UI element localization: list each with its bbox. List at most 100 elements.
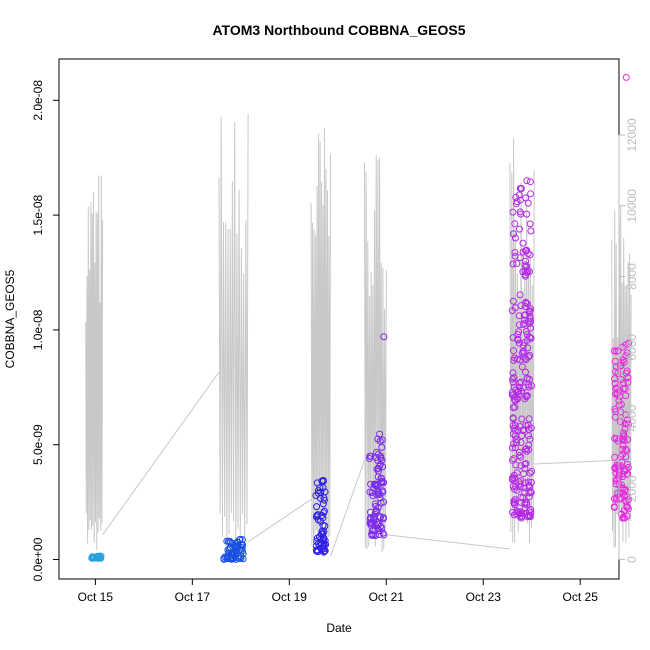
data-point — [374, 473, 382, 481]
data-point — [237, 554, 245, 562]
data-point — [622, 392, 630, 400]
data-point — [526, 308, 534, 316]
altitude-link — [102, 371, 220, 536]
altitude-trace — [85, 175, 104, 551]
data-point — [621, 425, 629, 433]
data-point — [320, 534, 328, 542]
data-point — [521, 464, 529, 472]
data-point — [518, 509, 526, 517]
data-point — [511, 220, 519, 228]
data-point — [624, 436, 632, 444]
data-point — [510, 499, 518, 507]
data-point — [320, 548, 328, 556]
data-point — [522, 263, 530, 271]
data-point — [527, 334, 535, 342]
data-point — [512, 461, 520, 469]
data-point — [509, 476, 516, 484]
data-point — [510, 383, 518, 391]
altitude-layer — [85, 113, 632, 557]
data-point — [524, 344, 532, 352]
data-point — [375, 520, 383, 528]
y-tick-label: 5.0e-09 — [31, 424, 45, 465]
y-tick-label: 1.5e-08 — [31, 194, 45, 235]
altitude-trace — [364, 155, 387, 553]
data-point — [525, 489, 533, 497]
data-point — [516, 196, 524, 204]
data-point — [527, 318, 535, 325]
data-point — [377, 452, 385, 460]
data-point — [516, 254, 524, 262]
data-point — [526, 268, 533, 276]
data-point — [508, 444, 516, 452]
data-point — [378, 443, 386, 451]
y2-tick-label: 12000 — [625, 118, 639, 152]
data-point — [611, 357, 619, 365]
data-point — [378, 456, 386, 464]
data-point — [234, 554, 242, 562]
data-point — [517, 453, 525, 461]
data-point — [93, 552, 101, 560]
data-point — [373, 491, 381, 499]
data-point — [514, 508, 522, 516]
data-point — [510, 455, 518, 463]
data-point — [366, 508, 374, 516]
data-point — [617, 362, 624, 370]
data-point — [522, 298, 530, 306]
y2-axis-altitude: 0 2000 4000 6000 8000 10000 12000 — [618, 118, 639, 563]
data-point — [515, 328, 523, 336]
data-point — [509, 369, 517, 377]
data-point — [511, 252, 519, 260]
data-point — [516, 423, 524, 430]
data-point — [368, 527, 376, 535]
data-point — [526, 220, 534, 228]
data-point — [368, 531, 376, 539]
data-point — [371, 481, 379, 489]
data-point — [619, 432, 627, 440]
data-point — [320, 547, 328, 555]
data-point — [223, 554, 231, 562]
data-point — [524, 199, 532, 207]
data-point — [319, 536, 327, 544]
data-point — [374, 464, 382, 472]
data-point — [512, 436, 520, 444]
data-point — [620, 429, 628, 437]
data-point — [619, 441, 627, 449]
data-point — [228, 555, 236, 563]
x-axis-label: Date — [326, 621, 352, 635]
data-point — [526, 178, 534, 186]
data-point — [238, 547, 246, 555]
data-point — [319, 514, 327, 522]
data-point — [374, 435, 382, 443]
data-point — [525, 493, 533, 501]
data-point — [509, 422, 517, 430]
data-point — [317, 488, 325, 496]
altitude-link — [247, 498, 312, 543]
data-point — [376, 514, 384, 522]
y-tick-label: 0.0e+00 — [31, 537, 45, 581]
data-point — [518, 512, 526, 520]
data-point — [509, 508, 516, 516]
data-point — [515, 478, 523, 486]
data-point — [517, 499, 525, 507]
data-point — [623, 367, 631, 375]
data-point — [515, 387, 522, 395]
data-point — [521, 445, 529, 453]
data-point — [623, 447, 631, 455]
altitude-link — [330, 460, 365, 557]
data-point — [374, 503, 382, 511]
data-point — [511, 421, 519, 429]
data-point — [510, 230, 517, 238]
data-point — [511, 234, 519, 242]
altitude-link — [534, 459, 612, 465]
y2-tick-label: 4000 — [625, 404, 639, 431]
data-point — [234, 543, 241, 551]
data-point — [220, 554, 228, 562]
data-point — [619, 514, 627, 522]
data-point — [514, 395, 521, 403]
data-point — [313, 512, 321, 519]
data-point — [623, 493, 631, 501]
data-point — [523, 392, 531, 400]
data-point — [380, 333, 388, 341]
y2-tick-label: 10000 — [625, 189, 639, 223]
